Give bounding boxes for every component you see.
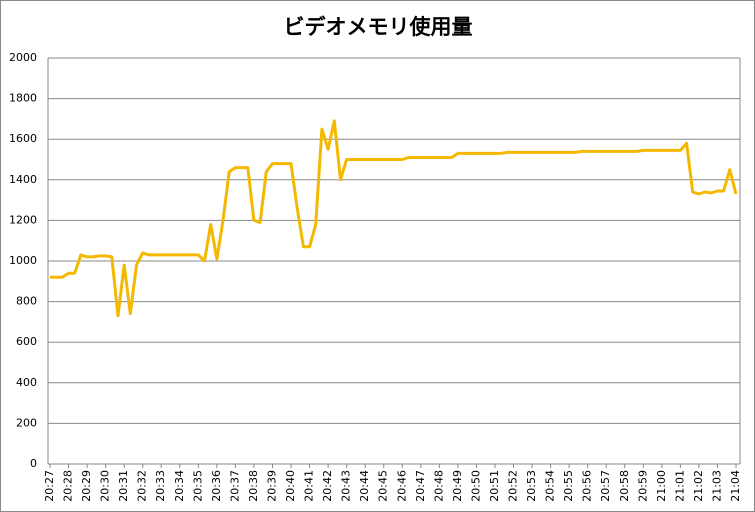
x-tick-label: 20:35 [191, 470, 204, 502]
x-tick-label: 20:45 [377, 470, 390, 502]
x-tick-label: 20:56 [581, 470, 594, 502]
x-tick-label: 20:42 [321, 470, 334, 502]
x-tick-label: 20:49 [451, 470, 464, 502]
x-tick-label: 20:47 [414, 470, 427, 502]
x-tick-label: 20:34 [173, 470, 186, 502]
x-tick-label: 21:00 [655, 470, 668, 502]
x-tick-label: 20:36 [210, 470, 223, 502]
y-tick-label: 1800 [9, 92, 37, 105]
x-tick-label: 20:44 [358, 470, 371, 502]
x-tick-label: 20:41 [303, 470, 316, 502]
x-tick-label: 20:58 [618, 470, 631, 502]
y-tick-label: 1600 [9, 132, 37, 145]
y-tick-label: 2000 [9, 51, 37, 64]
x-tick-label: 20:33 [154, 470, 167, 502]
x-tick-label: 20:37 [228, 470, 241, 502]
data-line [50, 119, 738, 318]
x-tick-label: 20:43 [340, 470, 353, 502]
y-tick-label: 1400 [9, 173, 37, 186]
x-tick-label: 20:53 [525, 470, 538, 502]
x-tick-label: 21:04 [729, 470, 742, 502]
x-tick-label: 20:28 [62, 470, 75, 502]
x-tick-label: 21:02 [692, 470, 705, 502]
y-tick-label: 400 [16, 376, 37, 389]
y-tick-label: 200 [16, 416, 37, 429]
x-tick-label: 21:03 [710, 470, 723, 502]
x-tick-label: 20:52 [507, 470, 520, 502]
x-tick-label: 20:50 [469, 470, 482, 502]
y-tick-label: 0 [30, 457, 37, 470]
y-tick-label: 800 [16, 295, 37, 308]
x-tick-label: 20:30 [99, 470, 112, 502]
x-tick-label: 20:29 [80, 470, 93, 502]
y-tick-label: 1200 [9, 213, 37, 226]
x-tick-label: 20:48 [432, 470, 445, 502]
x-tick-label: 20:39 [265, 470, 278, 502]
x-tick-label: 20:40 [284, 470, 297, 502]
y-tick-label: 1000 [9, 254, 37, 267]
y-tick-label: 600 [16, 335, 37, 348]
x-tick-label: 20:32 [136, 470, 149, 502]
x-tick-label: 20:54 [544, 470, 557, 502]
x-tick-label: 20:59 [636, 470, 649, 502]
chart-title: ビデオメモリ使用量 [284, 15, 473, 39]
x-tick-label: 20:46 [395, 470, 408, 502]
x-tick-label: 20:38 [247, 470, 260, 502]
x-tick-label: 20:31 [117, 470, 130, 502]
x-tick-label: 21:01 [673, 470, 686, 502]
x-tick-label: 20:55 [562, 470, 575, 502]
x-tick-label: 20:27 [43, 470, 56, 502]
x-tick-label: 20:57 [599, 470, 612, 502]
x-tick-label: 20:51 [488, 470, 501, 502]
